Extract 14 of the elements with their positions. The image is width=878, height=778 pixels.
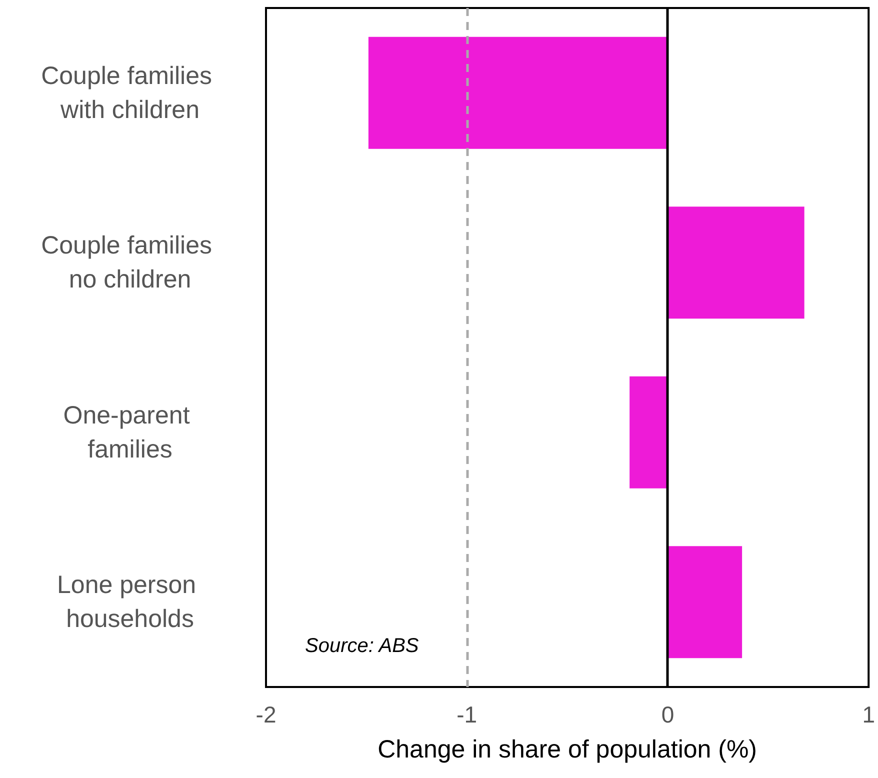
x-tick-label: -2	[256, 702, 276, 728]
y-tick-label: Couple families with children	[41, 62, 219, 124]
bar	[368, 36, 668, 149]
y-tick-label: Couple families no children	[41, 232, 219, 294]
x-tick-label: 1	[862, 702, 876, 728]
x-tick-label: -1	[456, 702, 478, 728]
x-axis-title: Change in share of population (%)	[378, 736, 758, 764]
annotation: Source: ABS	[305, 635, 420, 657]
x-tick-label: 0	[661, 702, 674, 728]
y-tick-label: Lone person households	[57, 571, 203, 634]
bar	[668, 206, 804, 319]
y-tick-label: One-parent families	[63, 401, 197, 464]
bar	[668, 546, 742, 658]
bar	[630, 376, 668, 488]
